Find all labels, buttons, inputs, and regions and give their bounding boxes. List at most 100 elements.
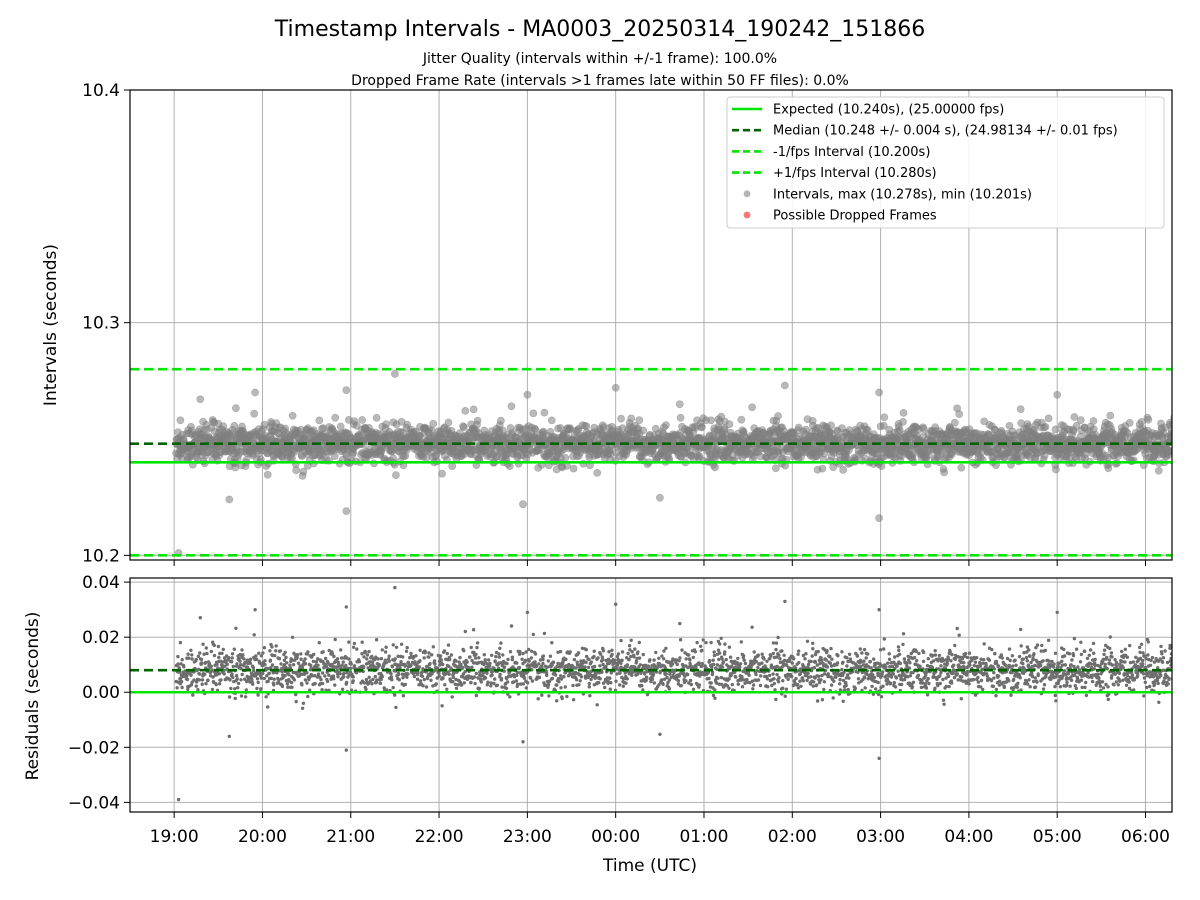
residual-point — [700, 662, 704, 666]
residual-point — [268, 658, 273, 662]
residual-point — [185, 677, 190, 682]
residual-point — [524, 686, 528, 690]
residual-point — [545, 673, 549, 678]
residual-point — [475, 641, 480, 645]
residual-point — [311, 659, 316, 664]
residual-point — [209, 649, 213, 654]
residual-point — [615, 672, 619, 676]
residual-point — [594, 674, 598, 678]
residual-point — [234, 626, 238, 630]
residual-point — [533, 652, 538, 656]
residual-point — [194, 657, 198, 662]
residual-point — [600, 655, 604, 659]
residual-point — [385, 688, 389, 692]
interval-point — [196, 395, 205, 404]
residual-point — [256, 693, 260, 697]
residual-point — [559, 686, 563, 690]
residual-point — [212, 643, 216, 648]
residual-point — [644, 678, 648, 682]
residual-point — [628, 648, 632, 652]
residual-point — [452, 671, 456, 675]
residual-point — [210, 668, 214, 672]
residual-point — [180, 685, 184, 690]
residual-point — [186, 652, 190, 656]
residual-point — [403, 682, 408, 687]
residual-point — [540, 693, 544, 697]
interval-point — [231, 404, 240, 413]
interval-point — [880, 413, 889, 422]
residual-point — [607, 650, 611, 654]
residual-point — [536, 697, 540, 701]
residual-point — [609, 671, 613, 675]
residual-point — [449, 653, 454, 657]
residual-point — [575, 660, 579, 664]
residual-point — [230, 660, 234, 664]
residual-point — [240, 648, 244, 652]
residual-point — [701, 638, 705, 642]
residual-point — [499, 677, 504, 681]
residual-point — [616, 652, 621, 656]
residual-point — [446, 643, 451, 647]
residual-point — [327, 673, 331, 677]
residual-point — [235, 677, 239, 681]
residual-point — [550, 676, 555, 681]
residual-point — [281, 676, 285, 680]
residual-point — [606, 679, 610, 684]
residual-point — [393, 657, 397, 661]
residual-point — [610, 652, 614, 657]
residual-point — [474, 671, 478, 676]
residual-point — [300, 706, 305, 710]
interval-point — [781, 381, 789, 390]
residual-point — [462, 681, 466, 685]
residual-point — [499, 641, 503, 645]
residual-point — [425, 664, 429, 669]
residual-point — [515, 673, 519, 678]
residual-point — [537, 662, 541, 666]
residual-point — [559, 677, 564, 681]
residual-point — [362, 665, 366, 669]
residual-point — [344, 663, 348, 668]
residual-point — [279, 662, 283, 666]
residual-point — [241, 653, 245, 657]
residual-point — [292, 678, 297, 682]
interval-point — [611, 383, 620, 392]
residual-point — [231, 664, 235, 669]
residual-point — [502, 669, 506, 673]
residual-point — [635, 656, 639, 661]
residual-point — [559, 665, 564, 669]
residual-point — [625, 677, 629, 681]
residual-point — [280, 684, 285, 689]
residual-point — [324, 664, 329, 668]
residual-point — [619, 638, 623, 643]
residual-point — [684, 657, 688, 661]
residual-point — [637, 656, 642, 660]
residual-point — [445, 687, 449, 691]
interval-point — [1051, 425, 1060, 434]
residual-point — [596, 656, 600, 660]
residual-point — [691, 687, 696, 691]
residual-point — [629, 654, 633, 659]
residual-point — [598, 677, 602, 681]
residual-point — [217, 655, 221, 660]
residual-point — [641, 652, 645, 657]
residual-point — [439, 658, 443, 662]
residual-point — [368, 679, 372, 683]
residual-point — [246, 661, 250, 666]
residual-point — [192, 678, 196, 682]
residual-point — [211, 675, 215, 679]
residual-point — [451, 679, 455, 684]
residual-point — [239, 678, 243, 682]
residual-point — [222, 668, 226, 673]
residual-point — [295, 655, 299, 660]
interval-point — [925, 450, 933, 459]
interval-point — [473, 416, 482, 425]
interval-point — [561, 453, 570, 462]
residual-point — [242, 657, 246, 661]
residual-point — [468, 655, 472, 659]
residual-point — [274, 644, 278, 648]
residual-point — [641, 688, 645, 692]
residual-point — [711, 693, 716, 698]
residual-point — [272, 683, 276, 687]
residual-point — [574, 678, 579, 682]
residual-point — [678, 656, 682, 660]
